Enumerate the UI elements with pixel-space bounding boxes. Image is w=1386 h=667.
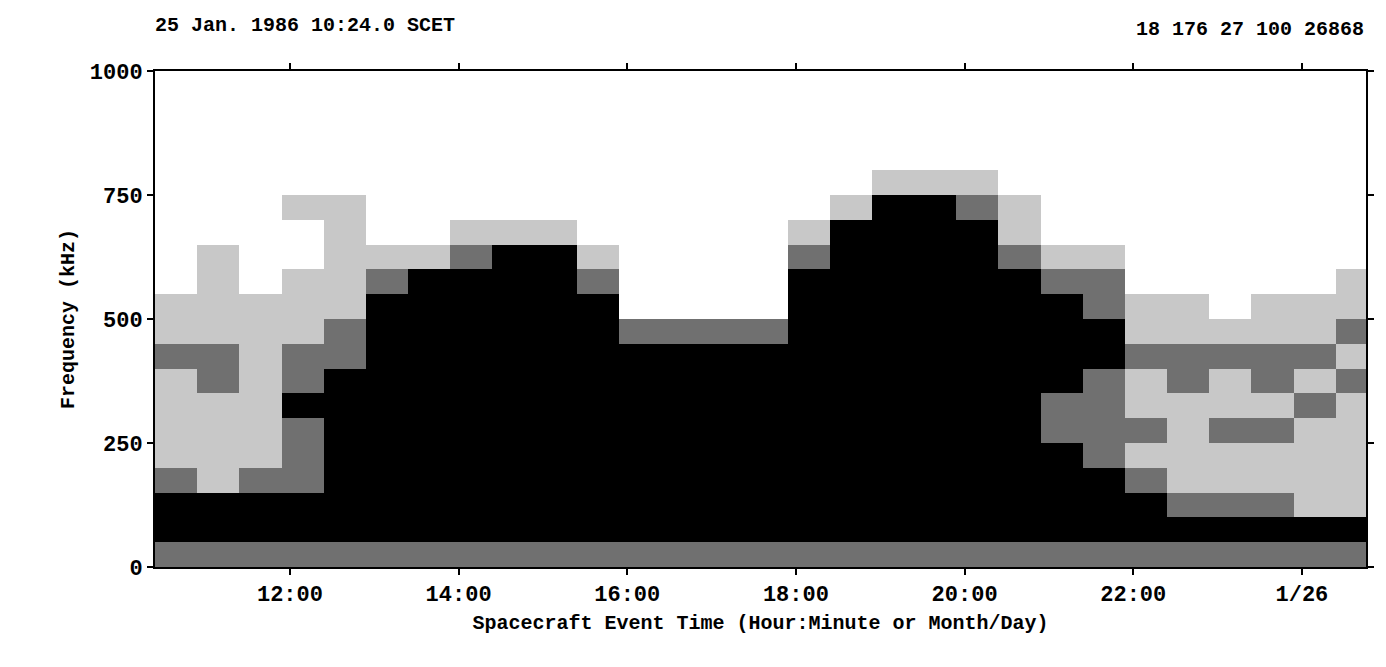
svg-text:18:00: 18:00 — [763, 583, 829, 608]
svg-text:500: 500 — [103, 309, 143, 334]
svg-text:1/26: 1/26 — [1276, 583, 1329, 608]
svg-text:20:00: 20:00 — [932, 583, 998, 608]
svg-text:Frequency (kHz): Frequency (kHz) — [57, 229, 80, 409]
svg-text:250: 250 — [103, 433, 143, 458]
svg-text:750: 750 — [103, 185, 143, 210]
svg-text:12:00: 12:00 — [257, 583, 323, 608]
svg-text:0: 0 — [129, 557, 142, 582]
svg-text:25 Jan. 1986 10:24.0 SCET: 25 Jan. 1986 10:24.0 SCET — [155, 14, 455, 37]
svg-text:18 176 27 100 26868: 18 176 27 100 26868 — [1136, 18, 1364, 41]
svg-text:Spacecraft Event Time (Hour:Mi: Spacecraft Event Time (Hour:Minute or Mo… — [472, 612, 1048, 635]
svg-text:16:00: 16:00 — [594, 583, 660, 608]
svg-text:14:00: 14:00 — [426, 583, 492, 608]
svg-text:1000: 1000 — [90, 61, 143, 86]
svg-text:22:00: 22:00 — [1100, 583, 1166, 608]
